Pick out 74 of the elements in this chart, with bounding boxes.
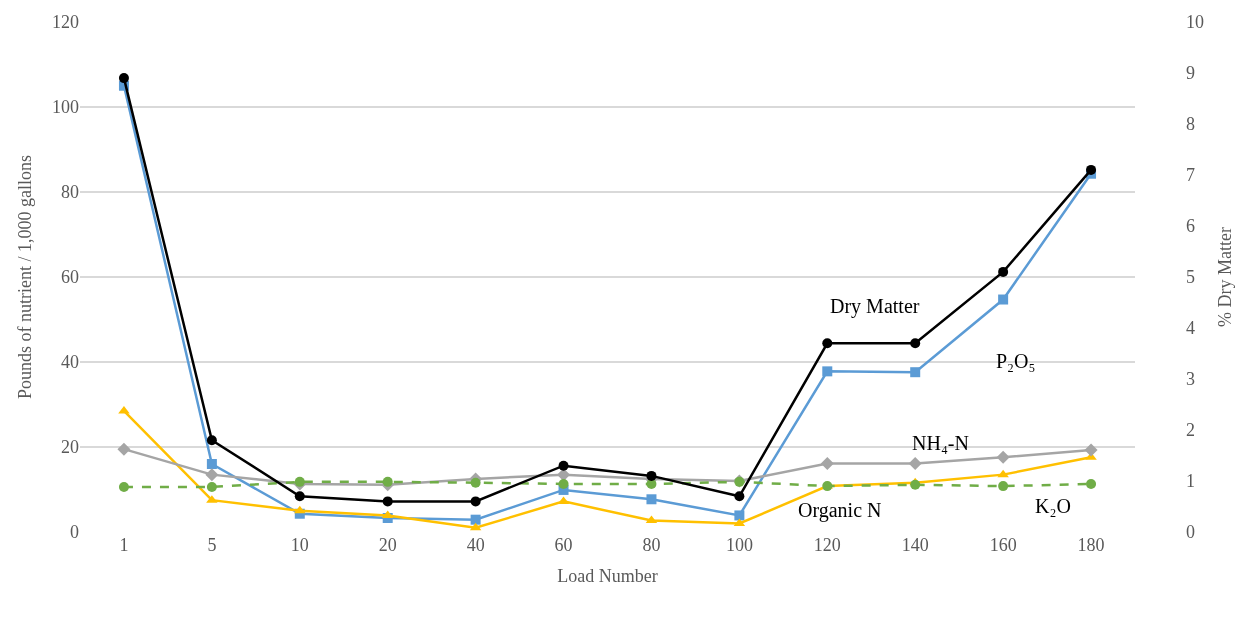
point [294,491,305,502]
x-tick-label: 60 [554,535,573,555]
point [206,459,217,469]
point [997,469,1009,478]
y2-axis-title: % Dry Matter [1215,227,1236,327]
y2-tick-label: 10 [1186,12,1204,33]
y2-tick-label: 7 [1186,165,1195,186]
point [1084,443,1098,457]
point [998,266,1009,277]
series-label: Dry Matter [830,295,920,318]
point [206,481,217,492]
x-tick-label: 5 [207,535,217,555]
y-tick-label: 80 [61,182,79,203]
y2-tick-label: 0 [1186,522,1195,543]
point [822,366,833,377]
point [470,496,481,507]
point [1086,164,1097,175]
point [558,478,569,489]
point [820,457,834,471]
x-tick-label: 160 [989,535,1017,555]
x-tick-label: 40 [466,535,485,555]
x-tick-label: 80 [642,535,661,555]
point [910,479,921,490]
point [206,435,217,446]
point [822,338,833,349]
x-tick-label: 20 [378,535,397,555]
point [908,457,922,471]
y-tick-label: 20 [61,437,79,458]
point [382,476,393,487]
y2-tick-label: 4 [1186,318,1195,339]
x-axis-title: Load Number [557,566,658,587]
point [996,450,1010,464]
point [470,477,481,488]
y2-tick-label: 6 [1186,216,1195,237]
x-tick-label: 1 [119,535,129,555]
point [910,338,921,349]
point [294,505,306,514]
series-label: NH₄-N [912,432,969,454]
y-tick-label: 120 [52,12,79,33]
series-label: K₂O [1035,495,1071,517]
y2-tick-label: 5 [1186,267,1195,288]
y2-tick-label: 1 [1186,471,1195,492]
point [558,460,569,471]
series-label: P₂O₅ [996,350,1036,372]
x-tick-label: 120 [813,535,841,555]
point [382,496,393,507]
y-tick-label: 0 [70,522,79,543]
point [294,476,305,487]
point [646,470,657,481]
series-label: Organic N [798,499,882,522]
y-axis-title: Pounds of nutrient / 1,000 gallons [15,155,36,399]
y2-tick-label: 2 [1186,420,1195,441]
y-tick-label: 60 [61,267,79,288]
x-tick-label: 140 [901,535,929,555]
point [117,442,131,456]
y2-tick-label: 9 [1186,63,1195,84]
point [205,468,219,482]
x-tick-label: 10 [290,535,309,555]
point [470,514,481,525]
point [1086,478,1097,489]
point [734,510,745,521]
x-tick-label: 100 [725,535,753,555]
point [118,73,129,84]
point [998,294,1009,305]
point [998,481,1009,492]
point [910,367,921,378]
y2-tick-label: 8 [1186,114,1195,135]
y2-tick-label: 3 [1186,369,1195,390]
x-tick-label: 180 [1077,535,1105,555]
point [646,494,657,505]
point [118,481,129,492]
y-tick-label: 100 [52,97,79,118]
point [734,491,745,502]
y-tick-label: 40 [61,352,79,373]
